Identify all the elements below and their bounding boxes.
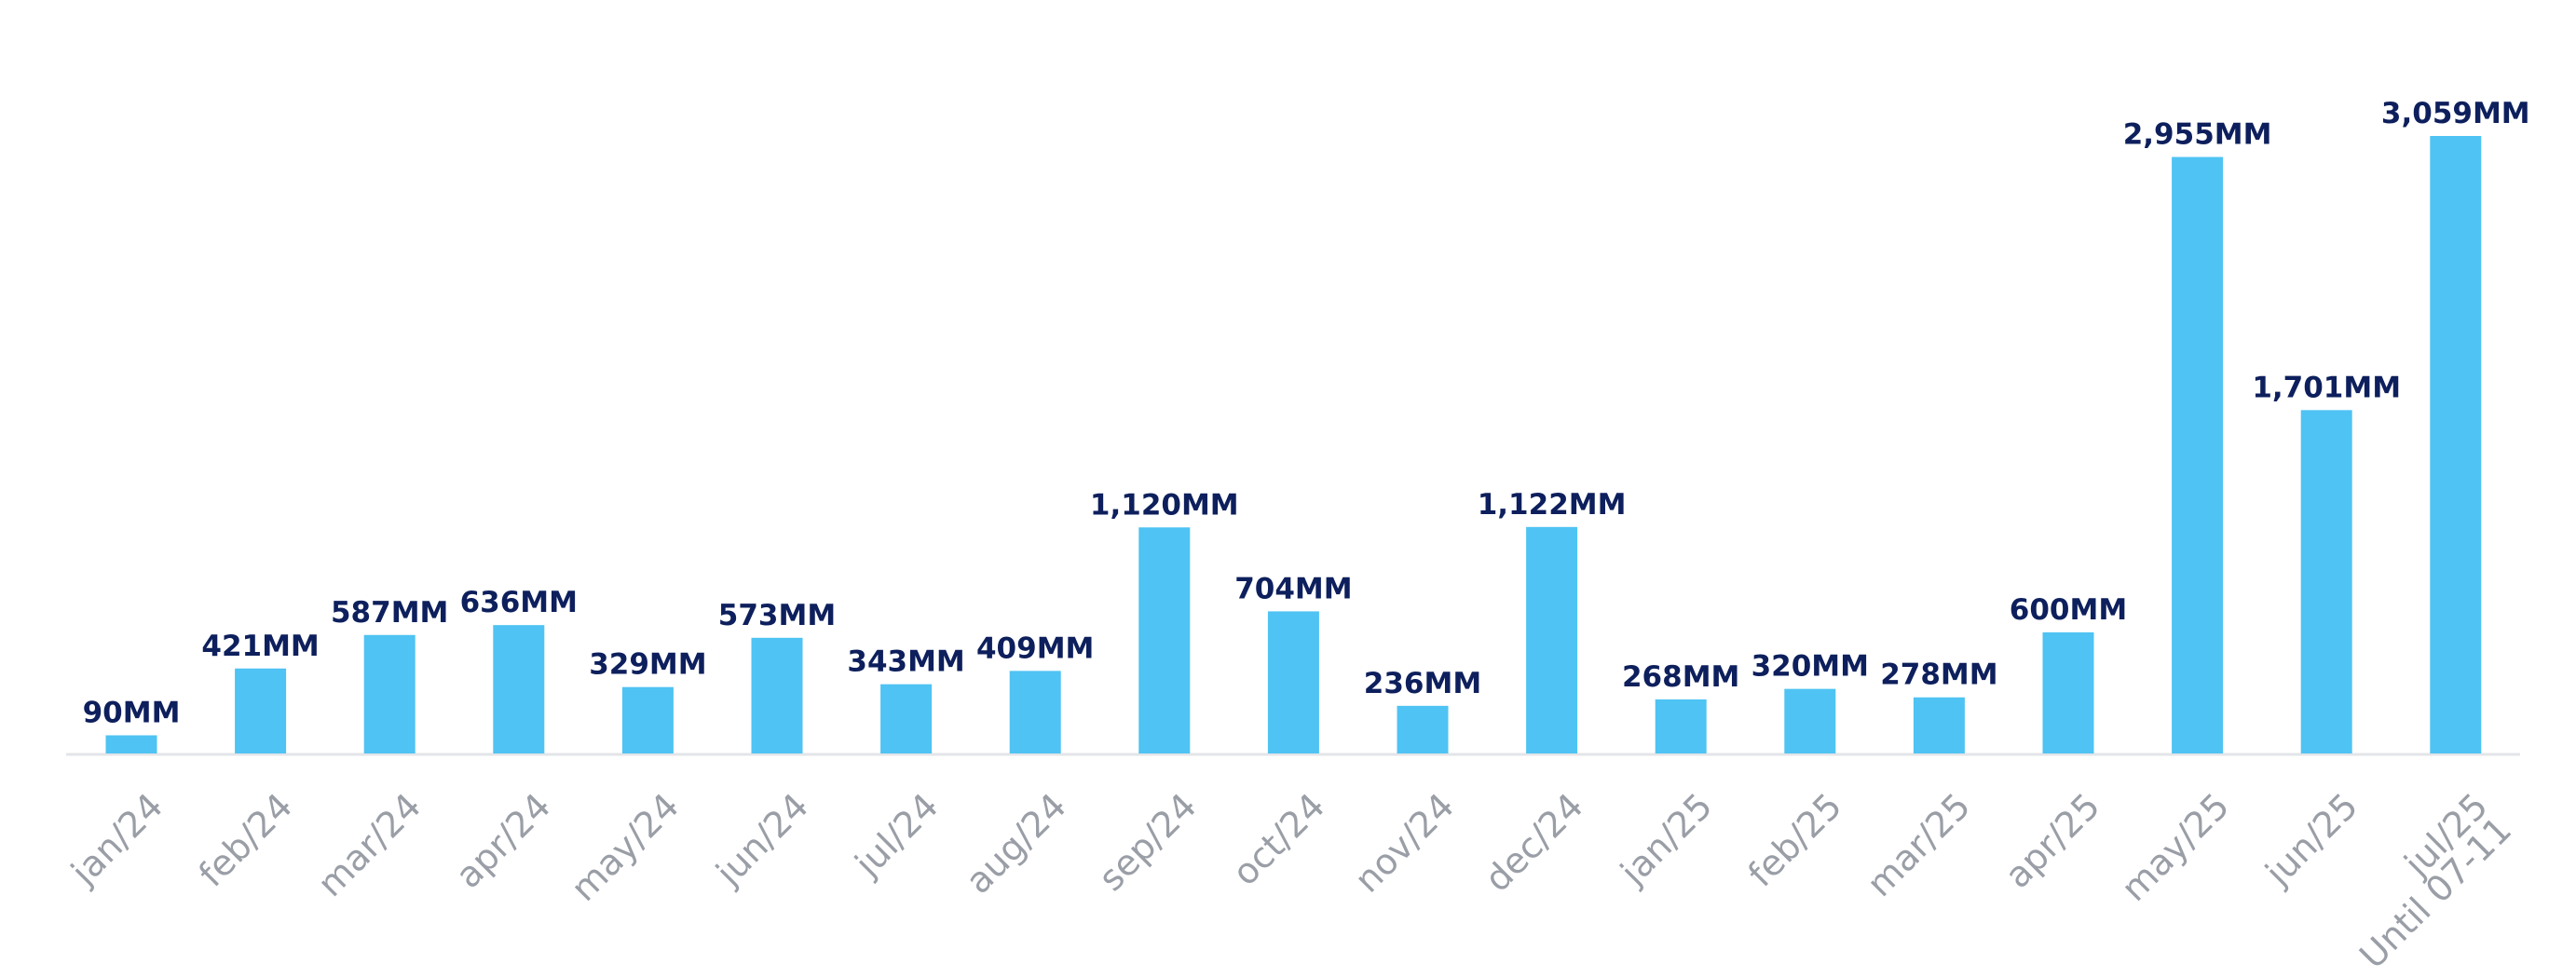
bar [1784, 688, 1836, 753]
bar [621, 686, 674, 753]
value-label: 1,701MM [2252, 371, 2401, 404]
bar [493, 625, 545, 753]
bar [2172, 156, 2224, 753]
bar [235, 668, 287, 753]
value-label: 236MM [1364, 667, 1481, 700]
value-label: 2,955MM [2123, 118, 2272, 152]
bar [1267, 611, 1319, 753]
bar [880, 684, 933, 753]
bar [2300, 410, 2352, 753]
value-label: 409MM [976, 631, 1094, 665]
value-label: 268MM [1622, 660, 1739, 694]
value-label: 343MM [847, 645, 964, 679]
bar [363, 634, 416, 753]
value-label: 421MM [201, 630, 319, 663]
value-label: 1,120MM [1090, 488, 1239, 522]
bar [1526, 526, 1578, 753]
bar [105, 735, 157, 753]
bar [2042, 631, 2094, 753]
value-label: 329MM [589, 648, 706, 682]
bar [1655, 699, 1707, 753]
page: {"chart_data": {"type": "bar", "categori… [63, 97, 2530, 977]
value-label: 704MM [1234, 572, 1352, 605]
value-label: 278MM [1880, 658, 1997, 692]
value-label: 573MM [718, 599, 836, 632]
bar [1009, 671, 1061, 753]
bar [751, 637, 803, 753]
value-label: 1,122MM [1478, 488, 1627, 522]
bar [2430, 136, 2482, 753]
value-label: 320MM [1751, 650, 1869, 684]
bar [1397, 705, 1449, 753]
value-label: 3,059MM [2381, 97, 2530, 130]
bar [1913, 697, 1965, 753]
value-label: 587MM [331, 596, 448, 630]
value-label: 600MM [2010, 593, 2127, 627]
value-label: 636MM [460, 586, 578, 619]
value-label: 90MM [83, 696, 181, 729]
chart: 90MM 421MM 587MM 636MM 329MM 573MM 343MM 409MM 1… [66, 97, 2530, 756]
bar [1138, 527, 1191, 753]
